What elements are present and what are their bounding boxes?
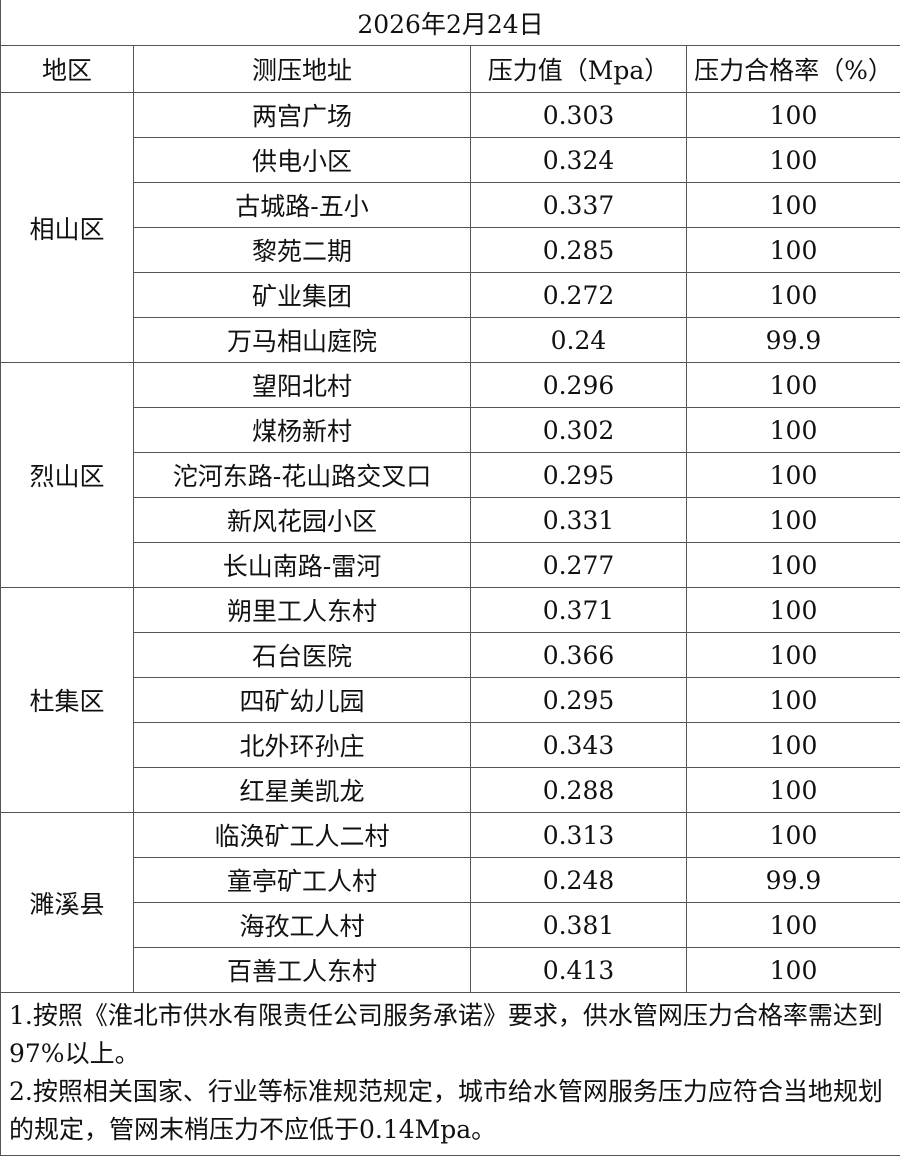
pass-rate-cell: 100: [687, 453, 900, 498]
pass-rate-cell: 99.9: [687, 318, 900, 363]
pass-rate-cell: 100: [687, 183, 900, 228]
address-cell: 供电小区: [134, 138, 471, 183]
pass-rate-cell: 100: [687, 588, 900, 633]
table-title: 2026年2月24日: [1, 0, 900, 46]
note-text: 2.按照相关国家、行业等标准规范规定，城市给水管网服务压力应符合当地规划的规定，…: [9, 1073, 894, 1149]
pressure-cell: 0.285: [471, 228, 687, 273]
pressure-cell: 0.313: [471, 813, 687, 858]
address-cell: 红星美凯龙: [134, 768, 471, 813]
pressure-cell: 0.288: [471, 768, 687, 813]
address-cell: 北外环孙庄: [134, 723, 471, 768]
header-pressure: 压力值（Mpa）: [471, 46, 687, 93]
title-row: 2026年2月24日: [1, 0, 900, 46]
header-pass-rate: 压力合格率（%）: [687, 46, 900, 93]
pressure-cell: 0.331: [471, 498, 687, 543]
pass-rate-cell: 99.9: [687, 858, 900, 903]
pass-rate-cell: 100: [687, 678, 900, 723]
header-row: 地区 测压地址 压力值（Mpa） 压力合格率（%）: [1, 46, 900, 93]
pass-rate-cell: 100: [687, 813, 900, 858]
pressure-cell: 0.366: [471, 633, 687, 678]
address-cell: 石台医院: [134, 633, 471, 678]
pass-rate-cell: 100: [687, 903, 900, 948]
region-cell: 杜集区: [1, 588, 134, 813]
address-cell: 黎苑二期: [134, 228, 471, 273]
address-cell: 四矿幼儿园: [134, 678, 471, 723]
pressure-cell: 0.302: [471, 408, 687, 453]
address-cell: 长山南路-雷河: [134, 543, 471, 588]
address-cell: 海孜工人村: [134, 903, 471, 948]
address-cell: 煤杨新村: [134, 408, 471, 453]
pressure-cell: 0.277: [471, 543, 687, 588]
pass-rate-cell: 100: [687, 363, 900, 408]
pass-rate-cell: 100: [687, 408, 900, 453]
notes-cell: 1.按照《淮北市供水有限责任公司服务承诺》要求，供水管网压力合格率需达到97%以…: [1, 993, 900, 1156]
notes-row: 1.按照《淮北市供水有限责任公司服务承诺》要求，供水管网压力合格率需达到97%以…: [1, 993, 900, 1156]
pass-rate-cell: 100: [687, 228, 900, 273]
pressure-cell: 0.295: [471, 678, 687, 723]
pressure-cell: 0.248: [471, 858, 687, 903]
address-cell: 朔里工人东村: [134, 588, 471, 633]
pass-rate-cell: 100: [687, 138, 900, 183]
pressure-cell: 0.303: [471, 93, 687, 138]
address-cell: 新风花园小区: [134, 498, 471, 543]
pass-rate-cell: 100: [687, 723, 900, 768]
pass-rate-cell: 100: [687, 93, 900, 138]
address-cell: 百善工人东村: [134, 948, 471, 993]
pressure-cell: 0.337: [471, 183, 687, 228]
pass-rate-cell: 100: [687, 273, 900, 318]
pass-rate-cell: 100: [687, 768, 900, 813]
pressure-cell: 0.413: [471, 948, 687, 993]
pass-rate-cell: 100: [687, 948, 900, 993]
address-cell: 矿业集团: [134, 273, 471, 318]
address-cell: 望阳北村: [134, 363, 471, 408]
pressure-cell: 0.296: [471, 363, 687, 408]
pass-rate-cell: 100: [687, 633, 900, 678]
region-cell: 濉溪县: [1, 813, 134, 993]
pressure-cell: 0.371: [471, 588, 687, 633]
address-cell: 沱河东路-花山路交叉口: [134, 453, 471, 498]
pressure-cell: 0.24: [471, 318, 687, 363]
address-cell: 临涣矿工人二村: [134, 813, 471, 858]
note-text: 1.按照《淮北市供水有限责任公司服务承诺》要求，供水管网压力合格率需达到97%以…: [9, 997, 894, 1073]
address-cell: 古城路-五小: [134, 183, 471, 228]
pressure-cell: 0.324: [471, 138, 687, 183]
pressure-cell: 0.381: [471, 903, 687, 948]
region-cell: 烈山区: [1, 363, 134, 588]
region-cell: 相山区: [1, 93, 134, 363]
pass-rate-cell: 100: [687, 498, 900, 543]
address-cell: 童亭矿工人村: [134, 858, 471, 903]
header-address: 测压地址: [134, 46, 471, 93]
pressure-cell: 0.295: [471, 453, 687, 498]
header-region: 地区: [1, 46, 134, 93]
pressure-cell: 0.343: [471, 723, 687, 768]
address-cell: 万马相山庭院: [134, 318, 471, 363]
pressure-cell: 0.272: [471, 273, 687, 318]
pass-rate-cell: 100: [687, 543, 900, 588]
address-cell: 两宫广场: [134, 93, 471, 138]
